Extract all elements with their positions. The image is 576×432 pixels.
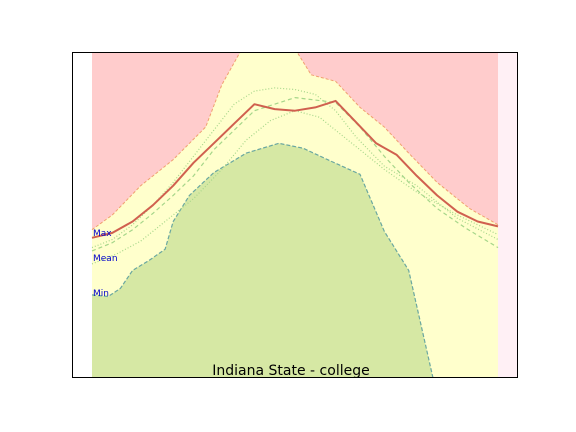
max-label: Max [93,229,112,239]
upper-boundary-line [91,52,499,231]
lower-boundary-line [91,142,434,378]
dashed-line [91,96,499,252]
mean-curve-line [91,99,499,239]
dotted-line [91,87,499,249]
upper-region [92,52,498,230]
dotted-line-2 [91,110,499,265]
lower-region [92,143,433,378]
chart-title: Indiana State - college [212,363,369,379]
plot-frame [72,52,518,378]
right-strip [498,52,518,378]
min-label: Min [93,289,109,299]
mean-label: Mean [93,254,118,264]
